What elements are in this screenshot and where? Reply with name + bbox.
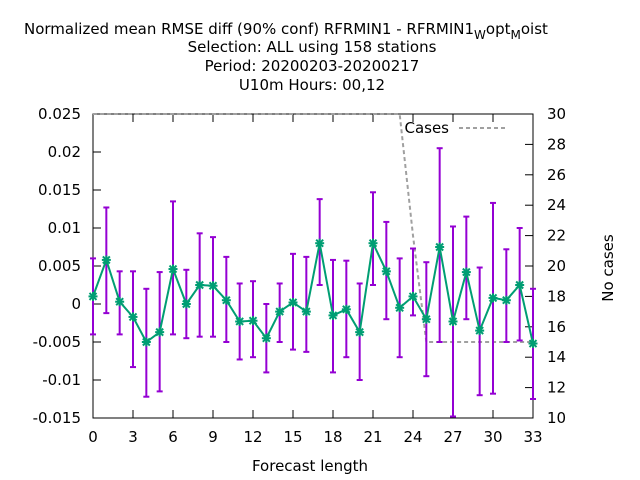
chart-title: Normalized mean RMSE diff (90% conf) RFR… (24, 20, 548, 94)
y-tick-label: 0.025 (38, 105, 81, 123)
y-tick-label: -0.015 (33, 409, 81, 427)
data-point (221, 295, 231, 305)
x-tick-label: 27 (443, 428, 462, 446)
x-tick-label: 18 (323, 428, 342, 446)
data-point (528, 339, 538, 349)
legend-label-cases: Cases (404, 119, 449, 137)
data-point (101, 255, 111, 265)
x-tick-label: 9 (208, 428, 218, 446)
data-point (141, 337, 151, 347)
title-subscript-m: M (510, 28, 520, 42)
cases-series (93, 113, 533, 343)
data-point (515, 280, 525, 290)
legend: Cases (404, 119, 505, 137)
data-point (488, 293, 498, 303)
data-point (128, 312, 138, 322)
data-point (115, 297, 125, 307)
y2-tick-label: 26 (547, 166, 566, 184)
errorbar (410, 247, 416, 317)
data-point (408, 291, 418, 301)
x-tick-label: 33 (523, 428, 542, 446)
errorbar (303, 255, 310, 353)
y-axis-left: 0.025 0.02 0.015 0.01 0.005 0 -0.005 -0.01 -0.01… (33, 105, 101, 427)
y-tick-label: -0.005 (33, 333, 81, 351)
y-axis-right: 30 28 26 24 22 20 18 16 14 12 10 (525, 105, 566, 427)
y2-tick-label: 10 (547, 409, 566, 427)
data-point (248, 316, 258, 326)
y2-tick-label: 16 (547, 318, 566, 336)
title-subscript-w: W (474, 28, 486, 42)
cases-line (93, 113, 533, 343)
data-point (195, 280, 205, 290)
x-tick-label: 24 (403, 428, 422, 446)
data-point (448, 316, 458, 326)
data-point (381, 266, 391, 276)
x-axis-label: Forecast length (252, 457, 368, 475)
x-tick-label: 30 (483, 428, 502, 446)
y-tick-label: 0 (71, 295, 81, 313)
data-point (421, 314, 431, 324)
errorbar (503, 248, 510, 343)
y-tick-label: 0.02 (48, 143, 81, 161)
data-point (461, 267, 471, 277)
x-axis: 0 3 6 9 12 15 18 21 24 27 30 33 (88, 114, 543, 446)
y2-tick-label: 24 (547, 196, 566, 214)
title-line-1: Normalized mean RMSE diff (90% conf) RFR… (24, 20, 548, 42)
title-line-3: Period: 20200203-20200217 (205, 57, 420, 75)
y-tick-label: -0.01 (42, 371, 81, 389)
title-text-oist: oist (521, 20, 548, 38)
data-point (435, 242, 445, 252)
x-tick-label: 6 (168, 428, 178, 446)
data-point (235, 316, 245, 326)
data-point (368, 238, 378, 248)
mean-line (92, 239, 534, 344)
y-tick-label: 0.01 (48, 219, 81, 237)
x-tick-label: 21 (363, 428, 382, 446)
y2-tick-label: 28 (547, 135, 566, 153)
data-point (88, 291, 98, 301)
data-point (181, 299, 191, 309)
data-point (288, 297, 298, 307)
data-point (208, 281, 218, 291)
data-point (395, 303, 405, 313)
data-point (155, 327, 165, 337)
data-point (315, 238, 325, 248)
data-point (261, 333, 271, 343)
data-point (501, 295, 511, 305)
data-point (355, 327, 365, 337)
y2-tick-label: 18 (547, 287, 566, 305)
data-point (168, 264, 178, 274)
data-point (341, 304, 351, 314)
y2-tick-label: 12 (547, 379, 566, 397)
y2-tick-label: 30 (547, 105, 566, 123)
x-tick-label: 15 (283, 428, 302, 446)
title-line-2: Selection: ALL using 158 stations (188, 38, 437, 56)
y-tick-label: 0.015 (38, 181, 81, 199)
errorbar (370, 191, 376, 286)
title-line-4: U10m Hours: 00,12 (239, 76, 385, 94)
title-text-opt: opt (486, 20, 511, 38)
data-point (475, 326, 485, 336)
mean-line-series (88, 238, 538, 349)
y-tick-label: 0.005 (38, 257, 81, 275)
data-point (301, 307, 311, 317)
y2-tick-label: 22 (547, 227, 566, 245)
y2-axis-label: No cases (599, 234, 617, 302)
data-point (328, 310, 338, 320)
title-line-1-main: Normalized mean RMSE diff (90% conf) RFR… (24, 20, 474, 38)
x-tick-label: 0 (88, 428, 98, 446)
y2-tick-label: 20 (547, 257, 566, 275)
data-point (275, 307, 285, 317)
x-tick-label: 3 (128, 428, 138, 446)
x-tick-label: 12 (243, 428, 262, 446)
y2-tick-label: 14 (547, 348, 566, 366)
